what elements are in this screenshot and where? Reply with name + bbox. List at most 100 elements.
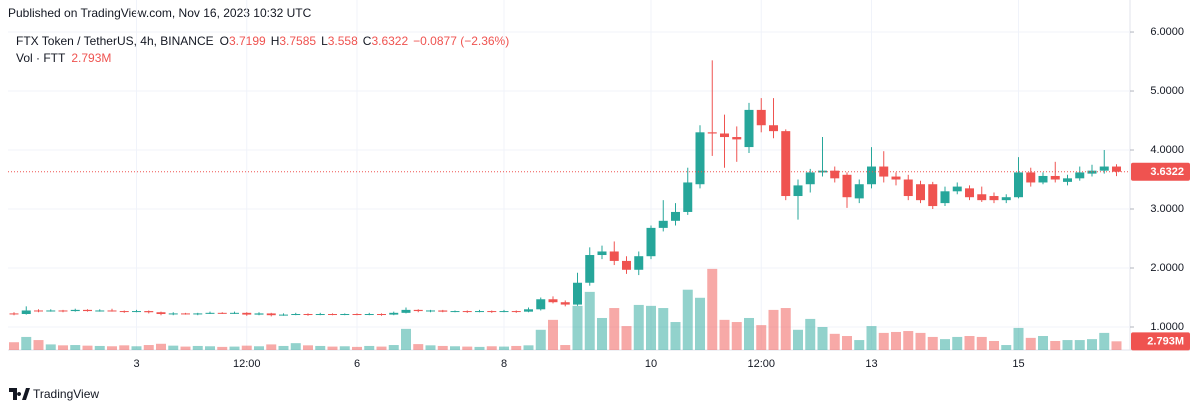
candle-body [487,311,497,313]
volume-bar [878,332,889,350]
volume-legend: Vol · FTT 2.793M [16,51,111,65]
volume-bar [254,346,264,350]
volume-bar [229,346,240,350]
volume-bar [621,326,632,350]
volume-bar [915,332,926,350]
low-prefix: L [321,34,328,48]
high-value: 3.7585 [279,34,316,48]
volume-bar [290,343,301,350]
volume-bar [413,344,424,350]
volume-bar [548,319,558,350]
candle-body [499,311,509,313]
candle-body [34,310,43,312]
y-tick-label: 2.0000 [1150,262,1184,274]
volume-bar [719,319,730,350]
volume-bar [940,339,950,350]
volume-bar [891,331,901,350]
volume-bar [903,331,914,350]
volume-bar [866,326,877,350]
footer-logo [9,388,30,400]
volume-bar [107,346,117,350]
volume-bar [927,336,938,350]
candle-body [756,109,766,126]
volume-label-box [1131,332,1190,351]
volume-bar [768,309,779,350]
x-tick-label: 12:00 [747,358,775,370]
volume-bar [70,345,81,350]
x-tick-label: 6 [354,358,360,370]
candle-body [818,170,827,173]
candle-body [389,312,399,315]
volume-bar [9,342,19,350]
candle-body [401,309,411,313]
volume-bar [388,345,399,350]
volume-bar [1025,337,1036,350]
volume-bar [805,318,816,350]
volume-label: 2.793M [1147,336,1184,348]
candle-body [646,227,656,257]
candle-body [279,314,288,316]
candle-body [928,184,938,207]
y-tick-label: 1.0000 [1150,321,1184,333]
volume-bar [1087,339,1097,350]
volume-bar [535,329,546,350]
volume-bar [744,317,754,350]
candle-body [573,282,582,305]
y-tick-label: 3.0000 [1150,203,1184,215]
high-prefix: H [271,34,280,48]
volume-bar [376,346,387,350]
candle-body [1001,197,1011,201]
candle-body [1038,175,1048,183]
volume-bar [1074,340,1085,350]
candle-body [867,166,876,185]
volume-bar [45,344,56,350]
volume-bar [339,346,350,350]
change: −0.0877 (−2.36%) [413,34,509,48]
candle-body [524,309,533,312]
candle-body [916,184,925,201]
volume-bar [952,336,963,350]
volume-bar [450,346,460,350]
candle-body [952,186,962,192]
candle-body [891,176,901,180]
candle-body [315,314,325,316]
candle-body [1026,172,1036,183]
volume-bar [584,291,595,350]
y-tick-label: 5.0000 [1150,85,1184,97]
candle-body [328,314,337,316]
candle-body [1099,166,1109,171]
candle-body [732,137,742,140]
candle-body [352,314,362,316]
candle-body [132,311,141,313]
candle-body [475,311,484,313]
volume-bar [21,336,32,350]
volume-bar [780,308,791,350]
candle-body [58,310,68,312]
candle-body [781,131,791,197]
volume-bar [119,345,130,350]
candle-body [1112,166,1121,172]
x-tick-label: 8 [501,358,507,370]
candle-body [9,313,19,315]
candle-body [426,310,435,312]
volume-bar [695,297,705,350]
low-value: 3.558 [328,34,358,48]
volume-bar [572,305,583,350]
candle-body [769,125,778,132]
volume-bar [1001,345,1012,350]
candle-body [438,310,448,312]
candle-body [695,132,705,185]
volume-bar [474,346,485,350]
candle-body [707,132,717,134]
volume-bar [1111,341,1122,350]
candle-body [658,220,668,228]
candle-body [254,313,264,315]
volume-bar [817,327,828,350]
candle-body [511,311,521,313]
volume-bar [707,268,718,350]
open-prefix: O [220,34,229,48]
candle-body [1075,172,1085,179]
volume-bar [731,322,742,350]
candle-body [266,313,276,316]
volume-bar [205,346,215,350]
